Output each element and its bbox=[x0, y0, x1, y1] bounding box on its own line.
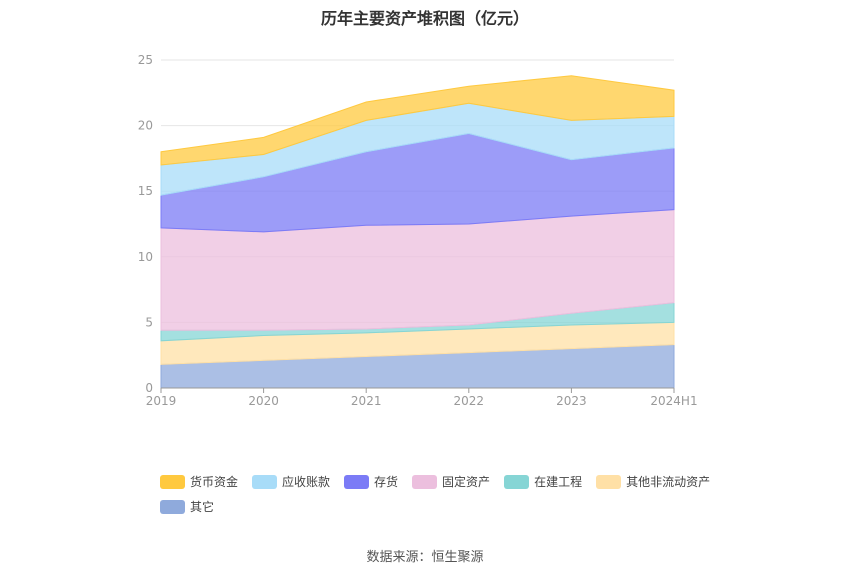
area-series-6 bbox=[160, 75, 675, 166]
y-tick-label: 15 bbox=[138, 184, 153, 198]
x-tick-label: 2024H1 bbox=[650, 394, 697, 408]
legend-item[interactable]: 其他非流动资产 bbox=[596, 473, 710, 490]
legend-swatch bbox=[504, 474, 530, 489]
x-tick-label: 2019 bbox=[146, 394, 177, 408]
legend-label: 应收账款 bbox=[282, 475, 331, 489]
source-note: 数据来源：恒生聚源 bbox=[366, 550, 484, 565]
legend-item[interactable]: 应收账款 bbox=[252, 473, 330, 490]
x-tick-label: 2023 bbox=[556, 394, 587, 408]
legend-label: 其他非流动资产 bbox=[626, 475, 711, 489]
y-tick-label: 5 bbox=[145, 315, 153, 329]
area-series bbox=[160, 75, 675, 389]
legend-swatch bbox=[252, 474, 278, 489]
x-tick-label: 2020 bbox=[248, 394, 279, 408]
legend-label: 其它 bbox=[190, 500, 215, 514]
legend-swatch bbox=[412, 474, 438, 489]
y-tick-label: 20 bbox=[138, 119, 153, 133]
chart-legend: 货币资金 应收账款 存货 固定资产 在建工程 其他非流动资产其它 bbox=[160, 473, 760, 523]
legend-item[interactable]: 其它 bbox=[160, 498, 214, 515]
chart-title: 历年主要资产堆积图（亿元） bbox=[320, 9, 529, 28]
y-tick-label: 0 bbox=[145, 381, 153, 395]
legend-item[interactable]: 货币资金 bbox=[160, 473, 238, 490]
legend-swatch bbox=[160, 499, 185, 514]
legend-item[interactable]: 存货 bbox=[344, 473, 398, 490]
legend-item[interactable]: 固定资产 bbox=[412, 473, 490, 490]
axes: 0 5 10 15 20 25 2019 2020 2021 2022 2023 2024H1 bbox=[138, 53, 698, 408]
y-tick-label: 10 bbox=[138, 250, 153, 264]
legend-label: 在建工程 bbox=[534, 475, 583, 489]
legend-swatch bbox=[596, 474, 622, 489]
legend-label: 存货 bbox=[374, 475, 399, 489]
x-tick-label: 2021 bbox=[351, 394, 382, 408]
legend-label: 货币资金 bbox=[190, 475, 239, 489]
x-tick-label: 2022 bbox=[454, 394, 485, 408]
legend-swatch bbox=[344, 474, 370, 489]
legend-swatch bbox=[160, 474, 185, 489]
legend-item[interactable]: 在建工程 bbox=[504, 473, 582, 490]
y-tick-label: 25 bbox=[138, 53, 153, 67]
legend-label: 固定资产 bbox=[442, 475, 491, 489]
